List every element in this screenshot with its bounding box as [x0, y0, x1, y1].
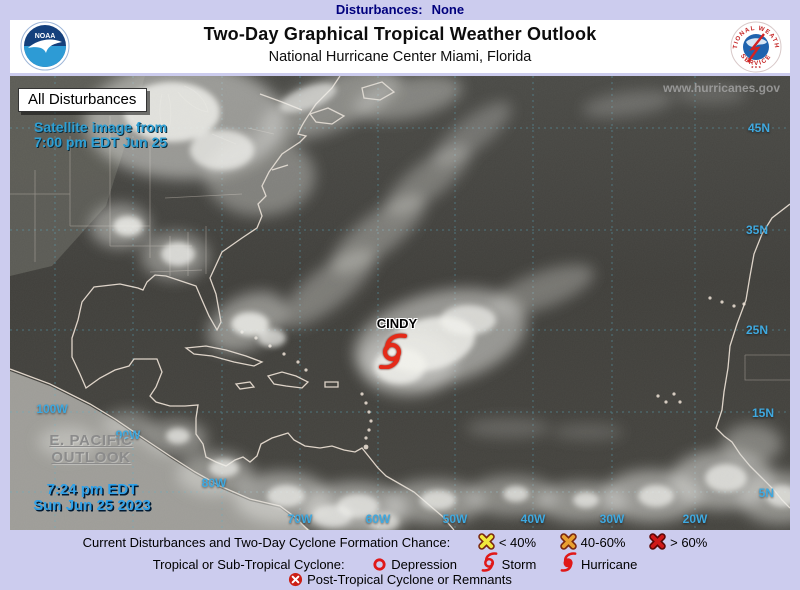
disturbances-value: None [431, 2, 465, 17]
noaa-logo: NOAA [20, 21, 70, 71]
issued-timestamp: 7:24 pm EDT Sun Jun 25 2023 [33, 481, 151, 514]
lat-label-25n: 25N [745, 323, 768, 337]
x-mark-red-icon [649, 533, 666, 550]
legend-row-cyclone-types: Tropical or Sub-Tropical Cyclone: Depres… [0, 552, 800, 572]
legend: Current Disturbances and Two-Day Cyclone… [0, 533, 800, 590]
legend-item-post-tropical: Post-Tropical Cyclone or Remnants [288, 572, 512, 587]
lat-label-5n: 5N [758, 486, 774, 500]
lon-label-40w: 40W [520, 512, 546, 526]
legend-item-hurricane: Hurricane [560, 552, 637, 572]
page-title: Two-Day Graphical Tropical Weather Outlo… [203, 24, 597, 44]
lat-label-35n: 35N [745, 223, 768, 237]
lon-label-80w: 80W [201, 476, 227, 490]
nws-logo-stars: * * * [751, 66, 761, 72]
legend-heading-cyclone: Tropical or Sub-Tropical Cyclone: [152, 557, 345, 572]
lon-label-20w: 20W [682, 512, 708, 526]
satellite-imagery [10, 76, 790, 530]
lat-label-45n: 45N [747, 121, 770, 135]
hurricane-icon [560, 552, 577, 572]
watermark-url: www.hurricanes.gov [663, 81, 780, 95]
lon-label-60w: 60W [365, 512, 391, 526]
mode-selector-all-disturbances[interactable]: All Disturbances [18, 88, 148, 112]
satellite-caption-line2: 7:00 pm EDT Jun 25 [34, 134, 168, 150]
header: NOAA Two-Day Graphical Tropical Weather … [10, 20, 790, 73]
storm-icon [481, 552, 498, 572]
tropical-storm-cindy-icon[interactable] [378, 333, 408, 369]
legend-row-formation-chance: Current Disturbances and Two-Day Cyclone… [0, 533, 800, 551]
nws-logo: NATIONAL WEATHER SERVICE * * * [730, 21, 782, 73]
lon-label-70w: 70W [287, 512, 313, 526]
noaa-bird-icon [28, 39, 62, 53]
satellite-caption: Satellite image from 7:00 pm EDT Jun 25 [34, 120, 167, 150]
disturbances-status: Disturbances: None [0, 2, 800, 17]
depression-icon [373, 558, 386, 571]
storm-name-label: CINDY [376, 316, 418, 331]
legend-item-medium-chance: 40-60% [559, 533, 629, 550]
lon-label-50w: 50W [442, 512, 468, 526]
x-mark-yellow-icon [478, 533, 495, 550]
lat-label-15n: 15N [751, 406, 774, 420]
lon-label-30w: 30W [599, 512, 625, 526]
legend-item-storm: Storm [481, 552, 540, 572]
page-subtitle: National Hurricane Center Miami, Florida [268, 49, 532, 65]
lon-label-100w: 100W [36, 402, 68, 416]
lon-label-90w: 90W [115, 428, 141, 442]
post-tropical-icon [289, 572, 303, 587]
x-mark-orange-icon [559, 533, 577, 550]
noaa-logo-text: NOAA [35, 33, 56, 40]
nws-lightning-icon [747, 33, 765, 63]
satellite-caption-line1: Satellite image from [34, 119, 168, 135]
satellite-map[interactable]: All Disturbances Satellite image from 7:… [10, 76, 790, 530]
legend-heading-formation: Current Disturbances and Two-Day Cyclone… [82, 535, 451, 550]
legend-row-post-tropical: Post-Tropical Cyclone or Remnants [0, 571, 800, 589]
east-pacific-outlook-label: E. PACIFIC OUTLOOK [49, 432, 133, 466]
legend-item-high-chance: > 60% [649, 533, 707, 550]
disturbances-label: Disturbances: [335, 2, 423, 17]
legend-item-low-chance: < 40% [478, 533, 540, 550]
legend-item-depression: Depression [372, 557, 460, 572]
